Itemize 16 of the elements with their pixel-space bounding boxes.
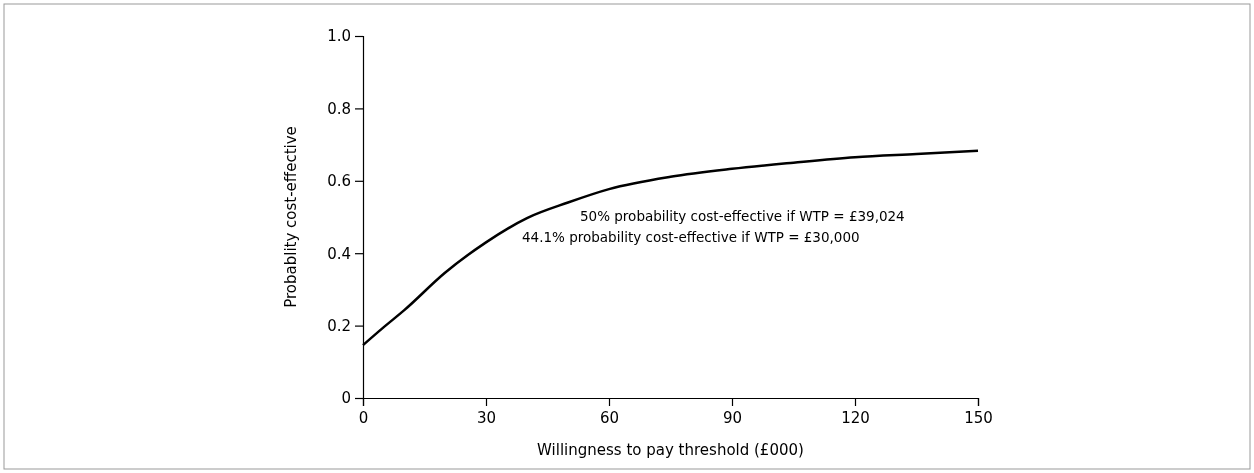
annotation: 44.1% probability cost-effective if WTP = £30,000 <box>522 229 860 245</box>
y-tick-label: 0.8 <box>327 99 351 118</box>
y-axis-title: Probablity cost-effective <box>282 126 300 308</box>
y-tick-label: 1.0 <box>327 27 351 46</box>
x-tick-label: 90 <box>722 408 743 427</box>
x-tick-label: 30 <box>476 408 497 427</box>
y-tick-label: 0.2 <box>327 316 351 335</box>
annotation: 50% probability cost-effective if WTP = £39,024 <box>580 208 905 224</box>
x-tick-label: 150 <box>964 408 993 427</box>
x-tick-label: 0 <box>358 408 369 427</box>
x-tick-label: 60 <box>599 408 620 427</box>
y-tick-label: 0.6 <box>327 172 351 191</box>
y-tick-label: 0.4 <box>327 244 351 263</box>
x-axis-title: Willingness to pay threshold (£000) <box>537 441 804 459</box>
y-tick-label: 0 <box>341 389 351 408</box>
x-tick-label: 120 <box>841 408 870 427</box>
